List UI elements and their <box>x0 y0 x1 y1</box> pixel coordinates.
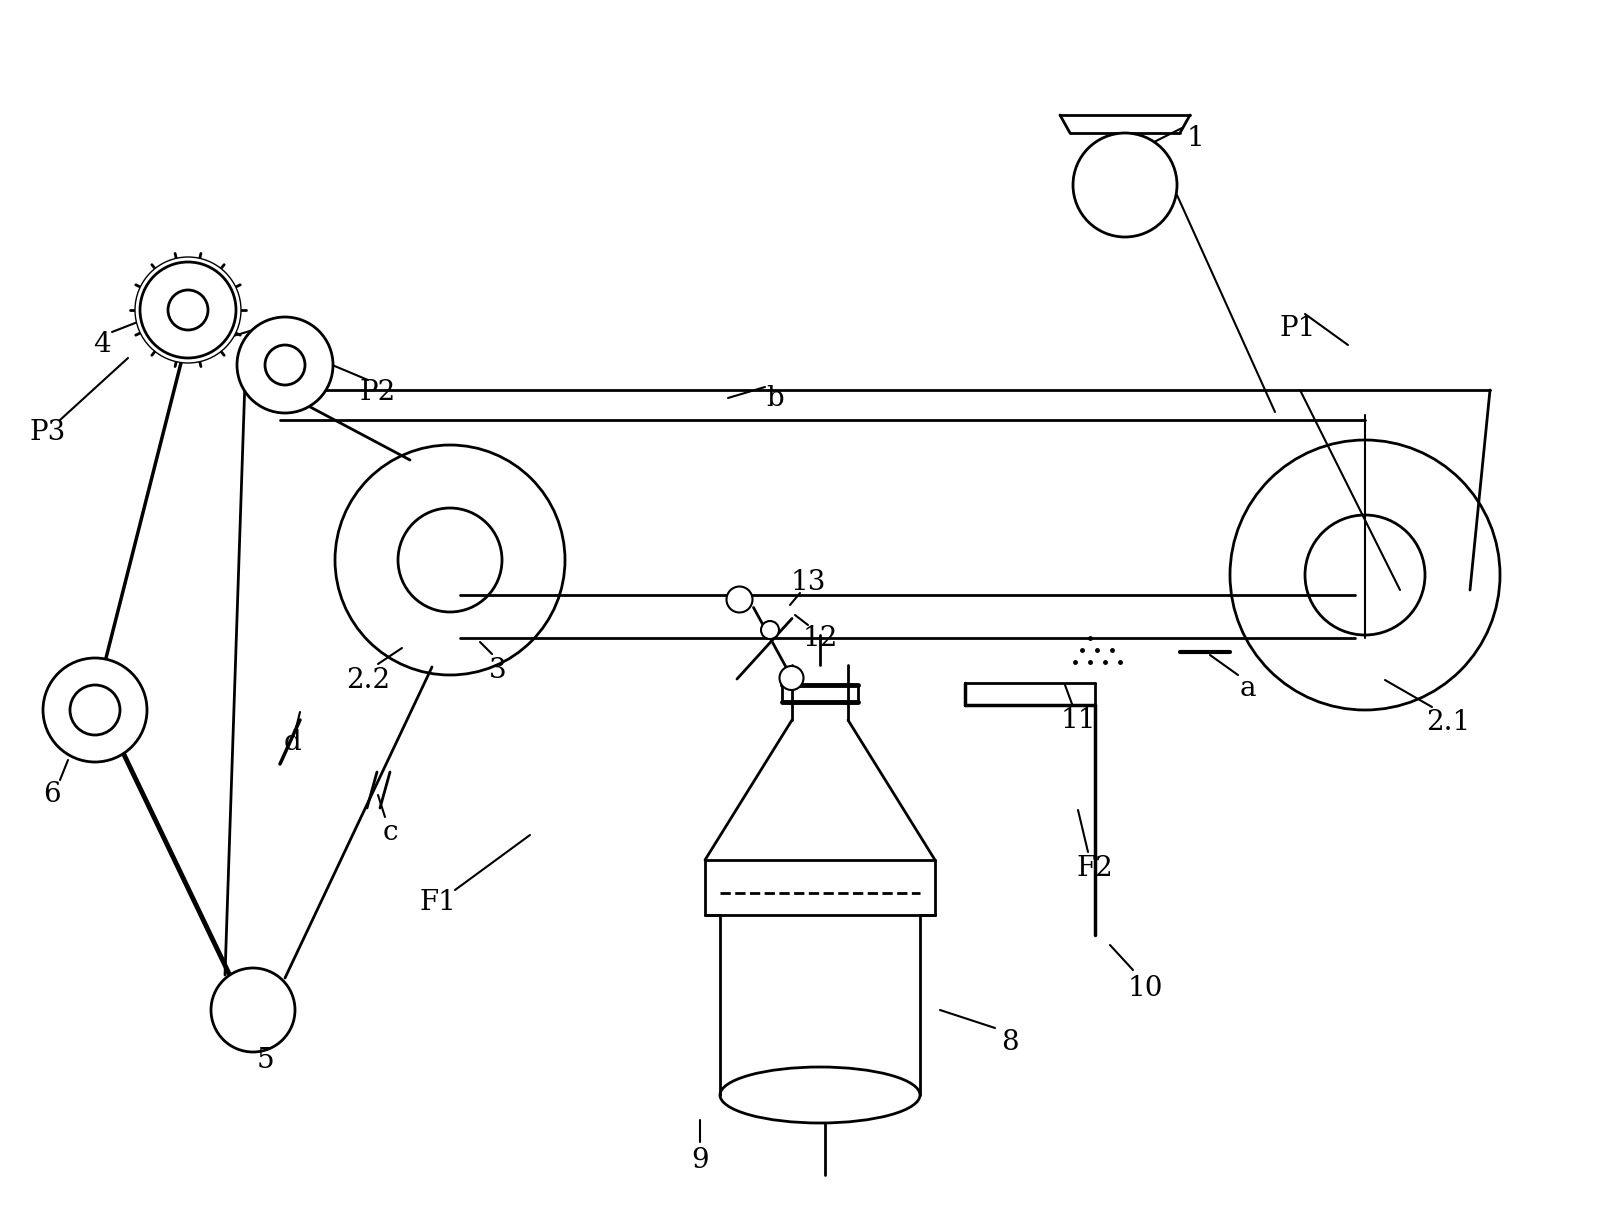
Circle shape <box>1073 133 1177 237</box>
Circle shape <box>335 445 565 675</box>
Text: a: a <box>1239 674 1257 702</box>
Text: 6: 6 <box>43 782 61 808</box>
Text: 9: 9 <box>692 1147 709 1174</box>
Circle shape <box>70 685 120 734</box>
Circle shape <box>237 317 333 413</box>
Text: b: b <box>767 385 784 411</box>
Text: 2.1: 2.1 <box>1426 709 1470 736</box>
Circle shape <box>1230 440 1500 710</box>
Ellipse shape <box>720 1067 921 1123</box>
Text: P2: P2 <box>360 379 395 405</box>
Text: P1: P1 <box>1279 315 1316 341</box>
Text: d: d <box>283 728 301 755</box>
Circle shape <box>168 290 208 330</box>
Text: F2: F2 <box>1076 854 1113 882</box>
Text: 10: 10 <box>1127 974 1162 1002</box>
Circle shape <box>139 263 235 358</box>
Text: F1: F1 <box>419 888 456 916</box>
Circle shape <box>727 587 752 612</box>
Text: 3: 3 <box>490 657 508 684</box>
Text: 1: 1 <box>1186 125 1204 151</box>
Circle shape <box>780 666 804 690</box>
Circle shape <box>134 257 242 363</box>
Text: 5: 5 <box>256 1047 274 1073</box>
Text: c: c <box>383 818 397 846</box>
Circle shape <box>1305 515 1425 635</box>
Text: 2.2: 2.2 <box>346 667 391 693</box>
Circle shape <box>399 508 503 612</box>
Text: 4: 4 <box>93 332 110 358</box>
Circle shape <box>211 968 295 1051</box>
Text: P3: P3 <box>30 419 66 445</box>
Circle shape <box>760 621 780 639</box>
Circle shape <box>43 658 147 762</box>
Text: 11: 11 <box>1060 707 1095 733</box>
Text: 8: 8 <box>1001 1028 1018 1055</box>
Text: 13: 13 <box>791 569 826 595</box>
Text: 12: 12 <box>802 624 837 651</box>
Circle shape <box>266 345 306 385</box>
